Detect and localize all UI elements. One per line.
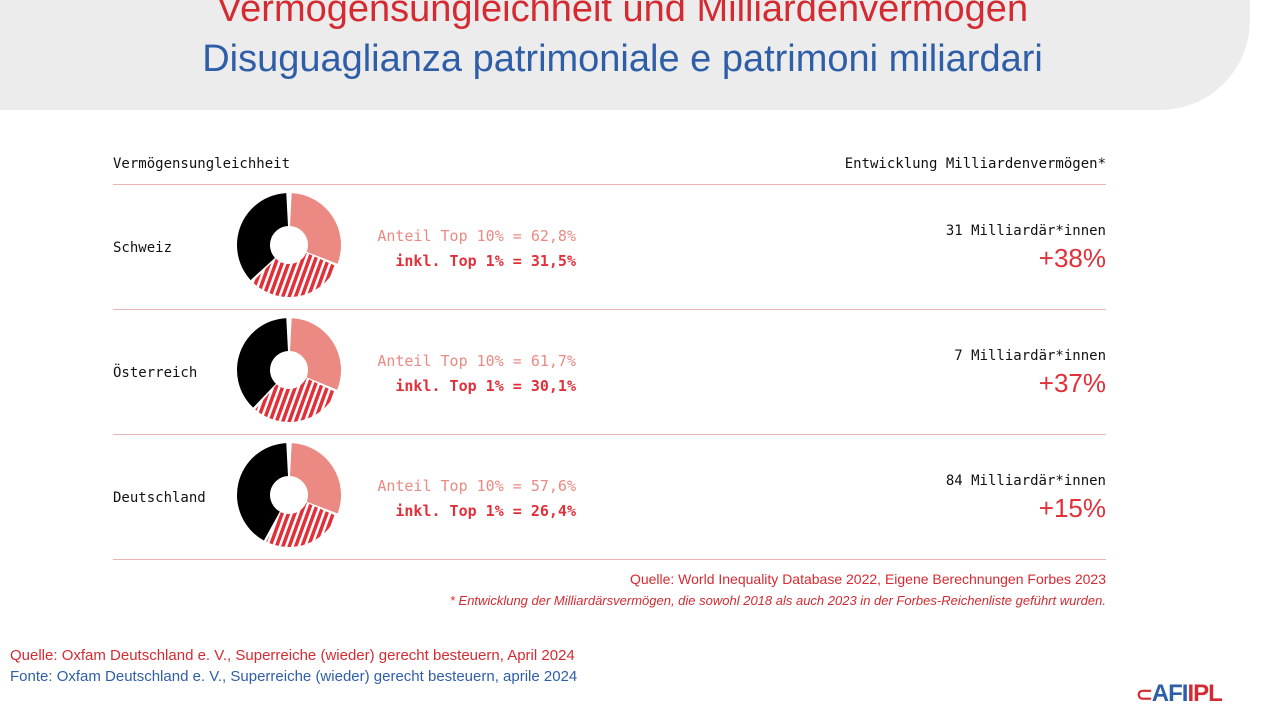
slice-rest [237,318,289,408]
billionaire-count: 84 Milliardär*innen [945,473,1106,489]
billionaire-count: 7 Milliardär*innen [954,348,1106,364]
top10-share: Anteil Top 10% = 62,8% [377,227,576,245]
donut-chart [237,193,341,297]
country-label: Österreich [113,365,198,381]
divider [113,309,1106,310]
top1-share: inkl. Top 1% = 26,4% [395,502,576,520]
top10-share: Anteil Top 10% = 57,6% [377,477,576,495]
divider [113,434,1106,435]
billionaire-count: 31 Milliardär*innen [945,223,1106,239]
slice-rest [237,193,289,281]
slice-top10 [289,193,341,264]
slice-top10 [289,443,341,514]
header-right: Entwicklung Milliardenvermögen* [844,156,1106,172]
afi-ipl-logo: ⊂AFIIPL [1136,680,1223,707]
divider [113,184,1106,185]
top1-share: inkl. Top 1% = 31,5% [395,252,576,270]
slice-top1 [255,378,337,422]
slice-top1 [252,252,337,297]
country-label: Deutschland [113,490,206,506]
billionaire-change: +37% [1038,368,1106,398]
footnote: * Entwicklung der Milliardärsvermögen, d… [449,593,1106,608]
source-italian: Fonte: Oxfam Deutschland e. V., Superrei… [10,668,578,685]
top10-share: Anteil Top 10% = 61,7% [377,352,576,370]
header-left: Vermögensungleichheit [113,156,291,172]
title-german: Vermögensungleichheit und Milliardenverm… [216,0,1029,30]
source-german: Quelle: Oxfam Deutschland e. V., Superre… [10,647,575,664]
slice-top1 [266,502,337,547]
donut-chart [237,318,341,422]
chart-source: Quelle: World Inequality Database 2022, … [629,571,1106,587]
billionaire-change: +15% [1038,493,1106,523]
country-label: Schweiz [113,240,173,256]
top1-share: inkl. Top 1% = 30,1% [395,377,576,395]
slice-rest [237,443,289,541]
slice-top10 [289,318,341,390]
divider [113,559,1106,560]
donut-chart [237,443,341,547]
title-italian: Disuguaglianza patrimoniale e patrimoni … [202,38,1043,80]
billionaire-change: +38% [1038,243,1106,273]
title-banner [0,0,1250,110]
